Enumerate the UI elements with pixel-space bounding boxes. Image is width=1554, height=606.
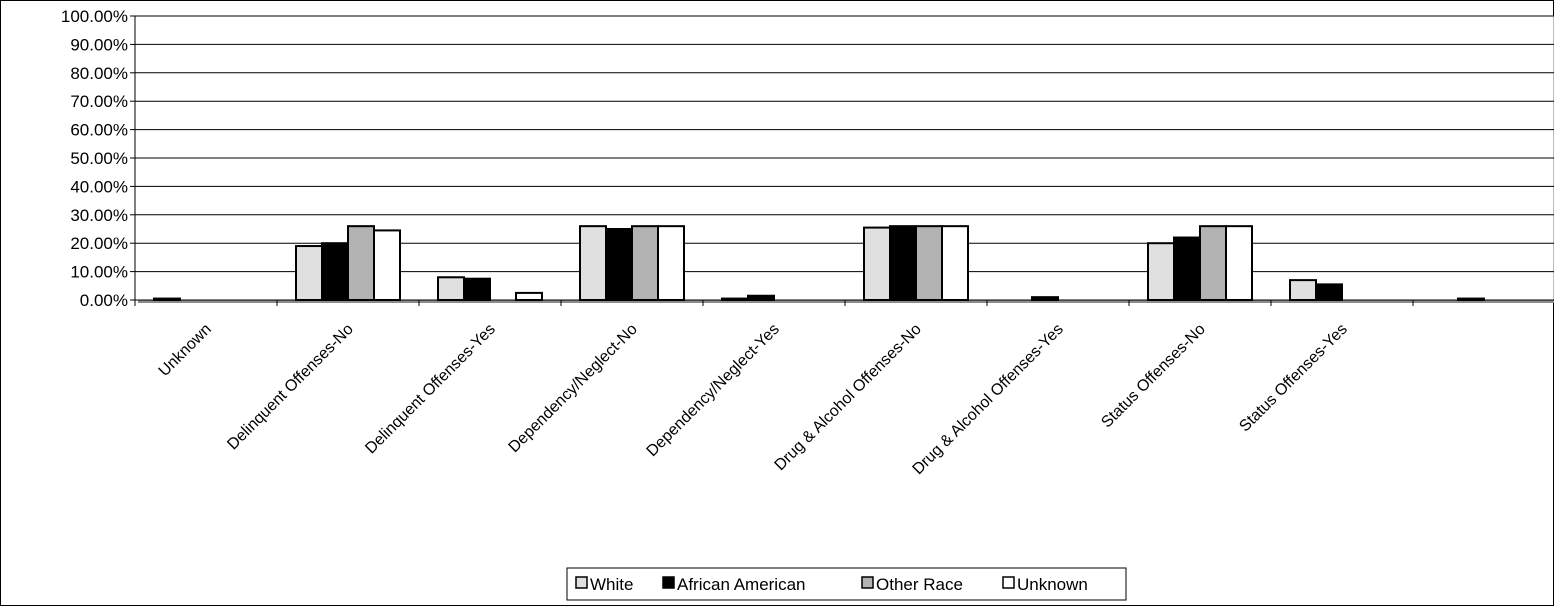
bar — [463, 277, 491, 302]
y-tick-label: 20.00% — [70, 234, 128, 253]
x-tick-label: Drug & Alcohol Offenses-Yes — [910, 321, 1067, 478]
bar — [915, 225, 943, 301]
bar — [347, 225, 375, 301]
legend-swatch — [575, 576, 588, 589]
bar — [1173, 236, 1201, 302]
legend-label: Unknown — [1017, 575, 1088, 594]
x-tick-label: Status Offenses-Yes — [1236, 321, 1351, 436]
bar — [321, 242, 349, 301]
x-tick-label: Delinquent Offenses-No — [224, 321, 357, 454]
legend-box — [566, 567, 1127, 601]
bar — [657, 225, 685, 301]
legend: White African American Other Race Unknown — [566, 567, 1127, 601]
bar — [941, 225, 969, 301]
x-axis: Unknown Delinquent Offenses-No Delinquent … — [134, 299, 1554, 478]
bar — [1147, 242, 1175, 301]
x-tick-label: Delinquent Offenses-Yes — [362, 321, 499, 458]
x-tick-label: Status Offenses-No — [1098, 321, 1209, 432]
bar — [1289, 279, 1317, 301]
y-tick-label: 0.00% — [80, 291, 128, 310]
y-tick-label: 40.00% — [70, 177, 128, 196]
legend-label: Other Race — [876, 575, 963, 594]
legend-swatch — [861, 576, 874, 589]
x-tick-label: Unknown — [156, 321, 215, 380]
legend-swatch — [662, 576, 675, 589]
y-tick-label: 100.00% — [61, 7, 128, 26]
bar — [579, 225, 607, 301]
legend-label: African American — [677, 575, 806, 594]
bar — [1315, 283, 1343, 302]
y-tick-label: 60.00% — [70, 121, 128, 140]
bar — [1225, 225, 1253, 301]
legend-swatch — [1002, 576, 1015, 589]
bar — [863, 226, 891, 301]
bar — [889, 225, 917, 301]
bar — [631, 225, 659, 301]
bar — [747, 294, 775, 301]
bars — [153, 225, 1485, 302]
y-tick-label: 10.00% — [70, 263, 128, 282]
x-tick-label: Drug & Alcohol Offenses-No — [772, 321, 925, 474]
y-tick-label: 90.00% — [70, 35, 128, 54]
y-tick-label: 80.00% — [70, 64, 128, 83]
y-tick-label: 30.00% — [70, 206, 128, 225]
bar — [295, 245, 323, 301]
y-axis: 0.00% 10.00% 20.00% 30.00% 40.00% 50.00% 60.00… — [61, 7, 136, 310]
bar — [437, 276, 465, 301]
legend-label: White — [590, 575, 633, 594]
y-tick-label: 70.00% — [70, 92, 128, 111]
bar — [373, 229, 401, 301]
bar — [1199, 225, 1227, 301]
x-tick-label: Dependency/Neglect-Yes — [644, 321, 783, 460]
bar — [515, 291, 543, 301]
x-tick-label: Dependency/Neglect-No — [506, 321, 641, 456]
bar — [605, 228, 633, 301]
y-tick-label: 50.00% — [70, 149, 128, 168]
